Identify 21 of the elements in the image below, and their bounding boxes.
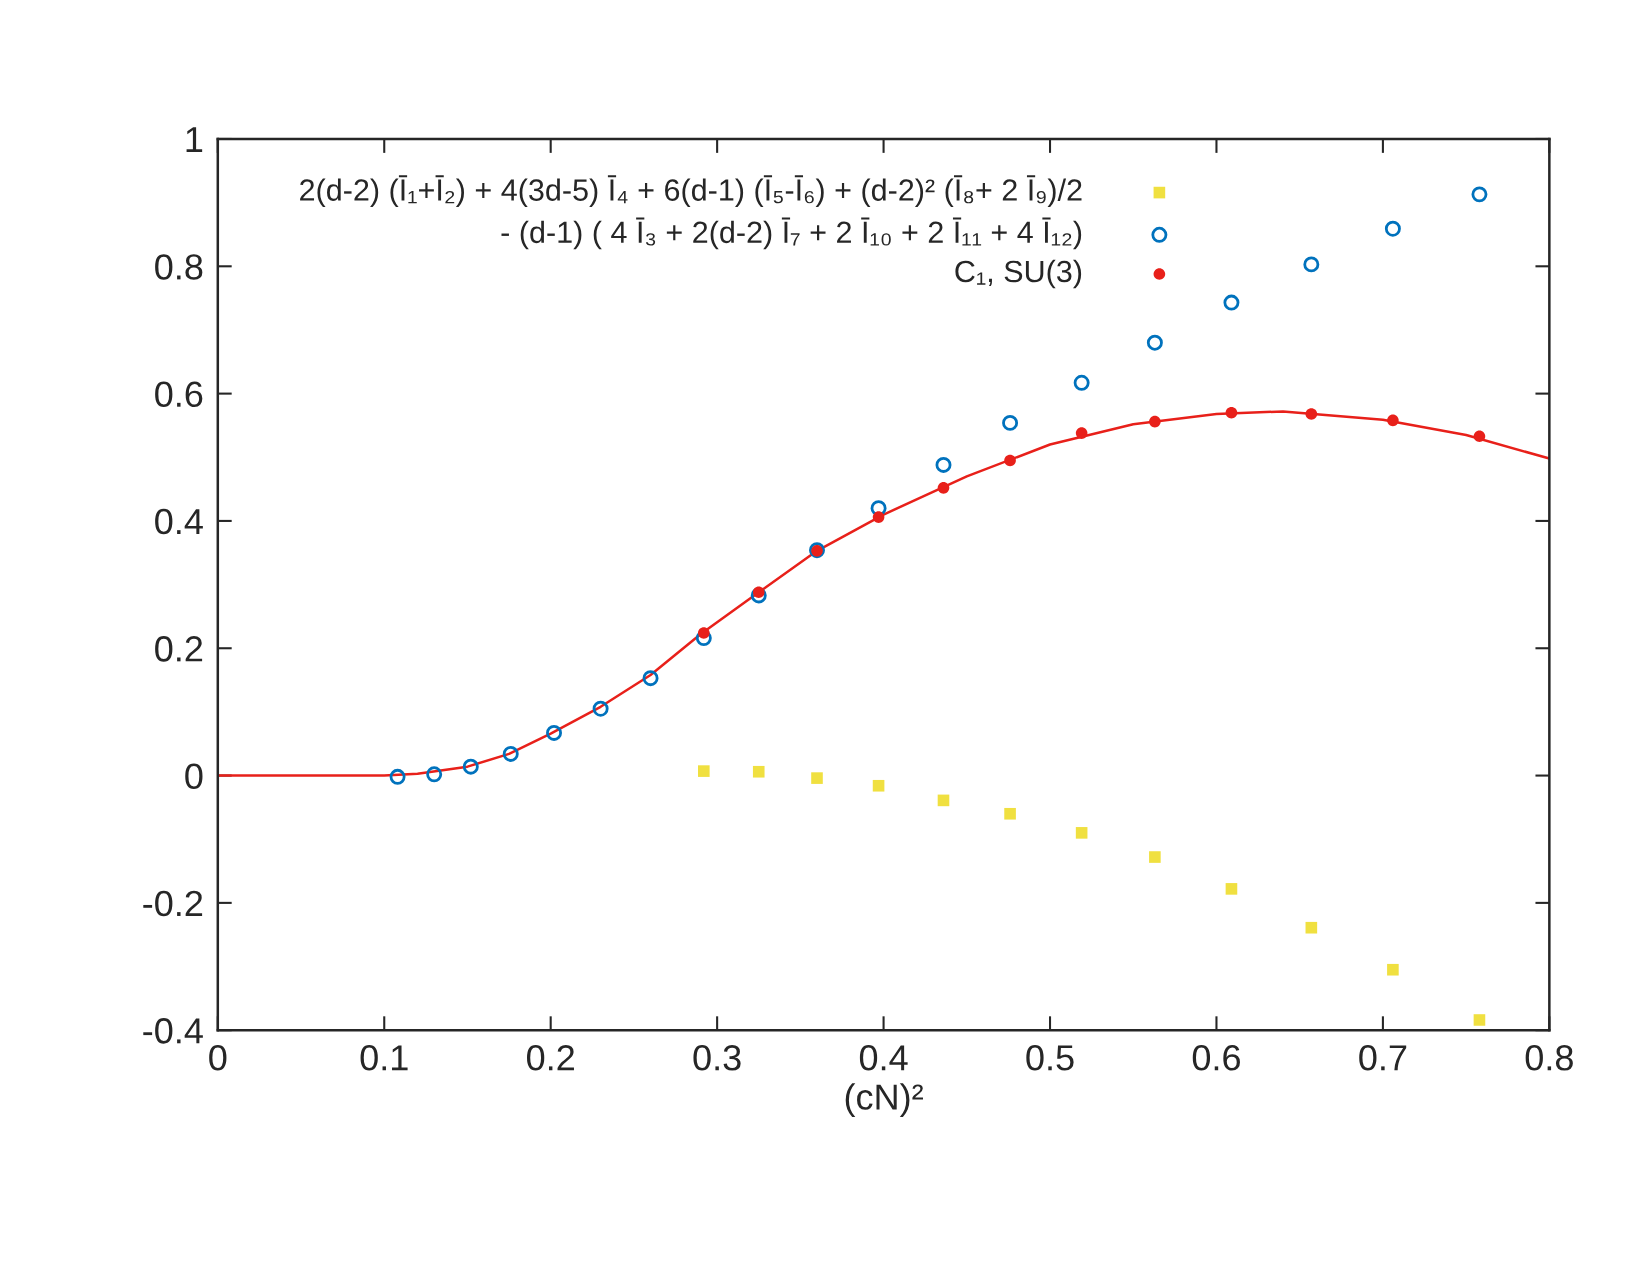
y-tick-label: -0.2 bbox=[143, 890, 203, 917]
x-tick-label: 0.3 bbox=[693, 1045, 741, 1071]
y-tick-label: -0.4 bbox=[143, 1018, 203, 1044]
y-tick-label: 0.2 bbox=[155, 636, 203, 662]
y-tick-label: 0.8 bbox=[155, 254, 203, 280]
y-tick-label: 0.4 bbox=[155, 508, 203, 535]
legend-label: 2(d-2) (Ī₁+Ī₂) + 4(3d-5) Ī₄ + 6(d-1) (Ī₅-Ī₆) + (d-2)² (Ī₈+ 2 Ī₉)/2 bbox=[300, 175, 1082, 207]
x-tick-label: 0.8 bbox=[1525, 1045, 1573, 1071]
y-tick-label: 0.6 bbox=[155, 381, 203, 408]
x-tick-label: 0.6 bbox=[1192, 1045, 1240, 1071]
y-tick-label: 1 bbox=[186, 127, 203, 153]
legend-label: C₁, SU(3) bbox=[955, 259, 1082, 289]
x-tick-label: 0.4 bbox=[859, 1045, 908, 1071]
x-tick-label: 0.5 bbox=[1026, 1045, 1074, 1071]
x-tick-label: 0.2 bbox=[527, 1045, 574, 1071]
x-tick-label: 0.1 bbox=[360, 1045, 408, 1071]
legend-label: - (d-1) ( 4 Ī₃ + 2(d-2) Ī₇ + 2 Ī₁₀ + 2 Ī₁₁ + 4 Ī₁₂) bbox=[501, 217, 1082, 250]
x-tick-label: 0.7 bbox=[1359, 1045, 1407, 1071]
x-tick-label: 0 bbox=[209, 1045, 227, 1071]
x-axis-title: (cN)² bbox=[845, 1083, 923, 1117]
y-tick-label: 0 bbox=[185, 763, 203, 789]
